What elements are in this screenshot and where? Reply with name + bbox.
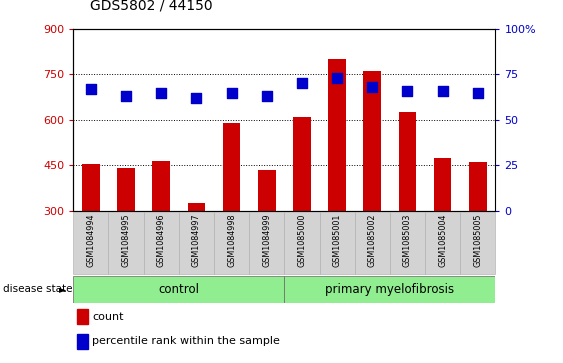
Bar — [434, 158, 452, 211]
Point — [297, 81, 306, 86]
FancyBboxPatch shape — [214, 212, 249, 274]
Bar — [399, 112, 416, 211]
FancyBboxPatch shape — [249, 212, 284, 274]
FancyBboxPatch shape — [144, 212, 179, 274]
Bar — [117, 168, 135, 211]
Bar — [187, 203, 205, 211]
FancyBboxPatch shape — [355, 212, 390, 274]
Bar — [223, 123, 240, 211]
Bar — [153, 160, 170, 211]
Bar — [82, 164, 100, 211]
FancyBboxPatch shape — [73, 212, 108, 274]
Bar — [364, 72, 381, 211]
Point — [262, 93, 271, 99]
Point — [122, 93, 131, 99]
Text: GSM1084994: GSM1084994 — [86, 213, 95, 267]
Point — [403, 88, 412, 94]
FancyBboxPatch shape — [179, 212, 214, 274]
Text: GSM1084998: GSM1084998 — [227, 213, 236, 267]
FancyBboxPatch shape — [425, 212, 461, 274]
Text: GSM1085002: GSM1085002 — [368, 213, 377, 267]
Text: control: control — [158, 283, 199, 296]
Point — [192, 95, 201, 101]
Text: GSM1084999: GSM1084999 — [262, 213, 271, 267]
Text: GSM1084996: GSM1084996 — [157, 213, 166, 267]
Bar — [77, 334, 88, 349]
Text: percentile rank within the sample: percentile rank within the sample — [92, 336, 280, 346]
Text: GSM1084997: GSM1084997 — [192, 213, 201, 267]
Point — [86, 86, 95, 92]
Text: GSM1085004: GSM1085004 — [438, 213, 447, 267]
Bar — [77, 309, 88, 325]
Point — [368, 84, 377, 90]
FancyBboxPatch shape — [461, 212, 495, 274]
FancyBboxPatch shape — [320, 212, 355, 274]
Text: GSM1085005: GSM1085005 — [473, 213, 482, 267]
Text: GSM1084995: GSM1084995 — [122, 213, 131, 267]
Bar — [258, 170, 275, 211]
Text: count: count — [92, 312, 124, 322]
Text: GSM1085001: GSM1085001 — [333, 213, 342, 267]
Text: GSM1085003: GSM1085003 — [403, 213, 412, 267]
FancyBboxPatch shape — [390, 212, 425, 274]
Point — [438, 88, 447, 94]
Bar — [284, 276, 495, 303]
Point — [473, 90, 482, 95]
Bar — [73, 276, 284, 303]
Text: GDS5802 / 44150: GDS5802 / 44150 — [90, 0, 213, 13]
Point — [333, 75, 342, 81]
Point — [157, 90, 166, 95]
Text: primary myelofibrosis: primary myelofibrosis — [325, 283, 454, 296]
Bar — [293, 117, 311, 211]
Bar — [328, 59, 346, 211]
FancyBboxPatch shape — [284, 212, 320, 274]
FancyBboxPatch shape — [108, 212, 144, 274]
Point — [227, 90, 236, 95]
Bar — [469, 162, 486, 211]
Text: disease state: disease state — [3, 285, 72, 294]
Text: ►: ► — [59, 285, 66, 294]
Text: GSM1085000: GSM1085000 — [297, 213, 306, 267]
